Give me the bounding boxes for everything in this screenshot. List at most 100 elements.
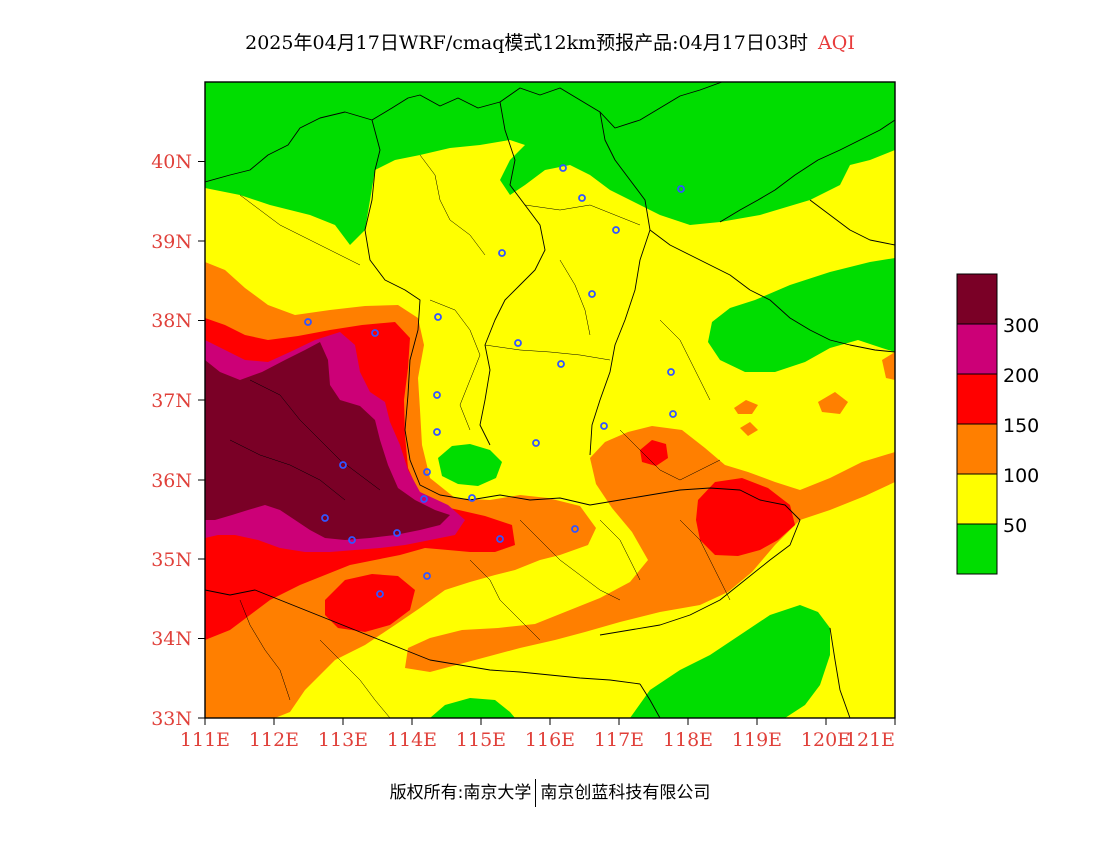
aqi-usg-spot-1 [818,392,848,414]
aqi-good-mid [438,444,502,486]
county-boundary-13 [599,519,641,581]
province-boundary-2 [364,119,471,501]
lat-label: 36N [151,470,192,492]
copyright-footer: 版权所有:南京大学 南京创蓝科技有限公司 [0,778,1100,807]
lat-labels: 33N 34N 35N 36N 37N 38N 39N 40N [151,151,192,730]
city-marker [514,339,522,347]
lat-axis [198,161,205,719]
province-boundary-8 [809,199,895,246]
city-marker [669,410,677,418]
city-marker [600,422,608,430]
admin-boundaries [205,82,895,718]
province-boundary-9 [205,589,641,685]
aqi-usg-spot-3 [734,400,758,414]
lon-label: 113E [318,729,368,751]
province-boundary-5 [649,229,751,291]
aqi-good-southwest [430,698,515,718]
lat-label: 34N [151,628,192,650]
copyright-company: 南京创蓝科技有限公司 [540,783,711,803]
county-boundaries [229,154,731,718]
aqi-unhealthy-spot [640,440,668,466]
county-boundary-5 [429,299,481,431]
lat-label: 37N [151,390,192,412]
legend-swatch-very-unhealthy [956,323,998,375]
lon-label: 117E [594,729,644,751]
province-boundary-11 [639,683,661,718]
copyright-separator [535,779,537,807]
lon-labels: 111E 112E 113E 114E 115E 116E 117E 118E … [180,729,895,751]
legend-labels: 300 200 150 100 50 [1003,315,1039,537]
city-marker [557,360,565,368]
county-boundary-14 [659,319,711,401]
aqi-unhealthy-south [325,574,415,632]
county-boundary-11 [319,639,391,718]
city-marker [393,529,401,537]
legend-label: 200 [1003,365,1039,387]
county-boundary-15 [559,259,591,336]
province-boundary-7 [719,119,895,223]
city-marker [321,514,329,522]
map-title: 2025年04月17日WRF/cmaq模式12km预报产品:04月17日03时 A… [0,28,1100,55]
city-marker [578,194,586,202]
lon-label: 120E [801,729,851,751]
city-marker [559,164,567,172]
city-marker [433,428,441,436]
city-marker [433,391,441,399]
legend-swatch-good [956,523,998,575]
lon-label: 115E [456,729,506,751]
city-marker [588,290,596,298]
county-boundary-10 [679,519,731,601]
aqi-good-east [708,258,895,372]
county-boundary-3 [524,204,641,226]
lon-label: 112E [249,729,299,751]
aqi-good-south [630,605,830,718]
title-text: 2025年04月17日WRF/cmaq模式12km预报产品:04月17日03时 [245,32,809,54]
legend-label: 100 [1003,465,1039,487]
city-marker [348,536,356,544]
legend-label: 300 [1003,315,1039,337]
city-marker [371,329,379,337]
lon-label: 121E [845,729,895,751]
legend-label: 50 [1003,515,1027,537]
lon-label: 111E [180,729,230,751]
county-boundary-6 [249,379,381,491]
province-boundary-12 [749,289,895,353]
province-boundary-3 [479,101,546,446]
city-marker [423,468,431,476]
county-boundary-2 [419,154,486,256]
aqi-hazardous [205,342,450,540]
color-legend [956,273,998,575]
lat-label: 39N [151,231,192,253]
city-marker [376,590,384,598]
city-marker [468,494,476,502]
aqi-field [205,82,895,718]
county-boundary-12 [469,559,541,641]
lon-label: 116E [525,729,575,751]
legend-swatch-unhealthy [956,373,998,425]
legend-swatch-usg [956,423,998,475]
lat-label: 40N [151,151,192,173]
province-boundary-6 [469,487,801,636]
county-boundary-1 [239,194,361,266]
county-boundary-16 [239,599,291,701]
legend-swatch-hazardous [956,273,998,325]
city-marker [420,495,428,503]
legend-swatch-moderate [956,473,998,525]
lon-axis [204,718,896,725]
county-boundary-7 [229,439,346,501]
county-boundary-8 [619,429,721,481]
lat-label: 35N [151,549,192,571]
city-marker [498,249,506,257]
variable-label: AQI [818,32,855,54]
city-marker [339,461,347,469]
city-marker [434,313,442,321]
city-marker [304,318,312,326]
lon-label: 119E [732,729,782,751]
city-marker [677,185,685,193]
city-marker [667,368,675,376]
city-markers [304,164,685,598]
lat-label: 38N [151,310,192,332]
aqi-unhealthy-east [696,478,795,556]
lon-label: 114E [387,729,437,751]
